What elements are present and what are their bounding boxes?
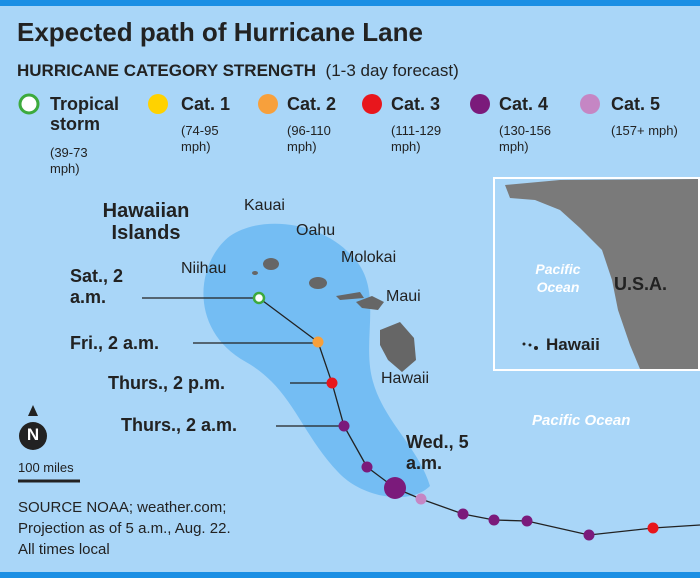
subtitle-note: (1-3 day forecast) <box>325 61 459 80</box>
legend-range: (111-129 mph) <box>391 123 442 155</box>
source-line: SOURCE NOAA; weather.com; <box>18 499 227 516</box>
region-label: Hawaiian Islands <box>102 200 190 244</box>
inset-country: U.S.A. <box>614 274 668 294</box>
subtitle-text: HURRICANE CATEGORY STRENGTH <box>17 61 317 80</box>
island-label: Oahu <box>296 222 336 239</box>
island-label: Hawaii <box>381 370 430 387</box>
island-label: Maui <box>386 288 421 305</box>
legend-label: Cat. 3 <box>391 94 441 114</box>
title: Expected path of Hurricane Lane <box>17 17 423 47</box>
source-line: All times local <box>18 541 110 558</box>
island-label: Niihau <box>181 260 227 277</box>
legend-range: (74-95 mph) <box>181 123 219 155</box>
island-label: Molokai <box>341 249 397 266</box>
source-line: Projection as of 5 a.m., Aug. 22. <box>18 520 231 537</box>
source: SOURCE NOAA; weather.com; Projection as o… <box>18 497 231 560</box>
track-label: Wed., 5 a.m. <box>406 432 469 473</box>
legend-range: (96-110 mph) <box>287 123 331 155</box>
track-points <box>252 291 659 541</box>
island-label: Kauai <box>244 197 285 214</box>
top-bar <box>0 0 700 6</box>
bottom-bar <box>0 572 700 578</box>
compass <box>19 422 47 450</box>
track-label: Fri., 2 a.m. <box>70 333 160 353</box>
legend-range: (157+ mph) <box>611 123 678 138</box>
inset-state: Hawaii <box>546 335 600 354</box>
legend-label: Cat. 1 <box>181 94 231 114</box>
inset-land <box>505 179 698 369</box>
inset-ocean: Pacific Ocean <box>535 261 581 296</box>
compass-label: N <box>26 425 40 444</box>
legend-label: Cat. 5 <box>611 94 661 114</box>
track-label: Sat., 2 a.m. <box>70 266 124 307</box>
scale-label: 100 miles <box>18 460 74 475</box>
legend-label: Tropical storm <box>50 94 120 134</box>
subtitle: HURRICANE CATEGORY STRENGTH (1-3 day for… <box>17 61 459 81</box>
legend-range: (130-156 mph) <box>499 123 552 155</box>
ocean-label: Pacific Ocean <box>532 412 631 429</box>
legend-markers <box>18 93 600 115</box>
legend-range: (39-73 mph) <box>50 145 88 177</box>
track-label: Thurs., 2 p.m. <box>108 373 226 393</box>
inset-hawaii <box>522 342 538 350</box>
leader-lines <box>142 297 339 427</box>
islands <box>252 258 416 372</box>
legend-label: Cat. 2 <box>287 94 337 114</box>
legend-label: Cat. 4 <box>499 94 549 114</box>
compass-arrow <box>28 405 38 416</box>
track-label: Thurs., 2 a.m. <box>121 415 238 435</box>
